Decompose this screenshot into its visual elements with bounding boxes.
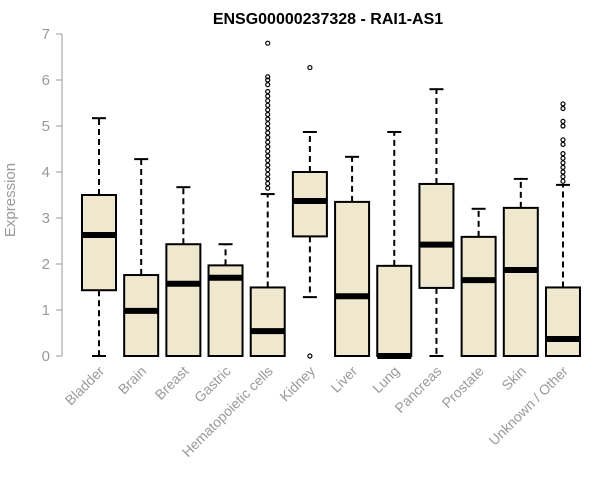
y-axis: 0 1 2 3 4 5 6 7 — [42, 26, 63, 365]
outlier-point — [265, 134, 271, 141]
outlier-point — [265, 121, 271, 127]
y-tick-label: 0 — [42, 348, 50, 365]
box-group — [418, 88, 455, 357]
outlier-point — [265, 180, 271, 187]
box-iqr — [376, 264, 413, 357]
box-group — [334, 155, 371, 357]
box-iqr — [334, 200, 371, 357]
box-group — [207, 243, 244, 358]
outlier-point — [265, 157, 271, 164]
box-group — [460, 207, 497, 357]
box-group — [544, 101, 581, 357]
box-iqr — [249, 286, 286, 357]
box-iqr — [81, 194, 117, 292]
box-group — [249, 40, 286, 357]
outlier-point — [265, 139, 271, 145]
outlier-point — [265, 153, 271, 159]
outlier-point — [265, 185, 271, 191]
box-group — [165, 186, 202, 357]
outlier-point — [560, 105, 566, 112]
outlier-point — [560, 118, 566, 125]
outlier-point — [265, 77, 271, 83]
outlier-point — [560, 178, 566, 184]
x-category-label: Liver — [327, 363, 360, 396]
x-category-label: Skin — [498, 363, 529, 394]
box-group — [502, 177, 539, 357]
y-tick-label: 4 — [42, 164, 50, 181]
y-tick-label: 3 — [42, 210, 50, 227]
x-category-label: Lung — [369, 363, 402, 396]
outlier-point — [265, 130, 271, 136]
outlier-point — [265, 98, 271, 104]
x-category-label: Breast — [152, 363, 192, 403]
outlier-point — [307, 353, 313, 359]
outlier-point — [265, 144, 271, 150]
outlier-point — [265, 111, 271, 118]
box-group — [123, 158, 160, 358]
box-iqr — [418, 182, 455, 289]
box-iqr — [460, 235, 497, 357]
outlier-point — [560, 151, 566, 157]
x-category-label: Prostate — [439, 363, 487, 411]
outlier-point — [265, 167, 271, 173]
outlier-point — [265, 40, 271, 46]
outlier-point — [265, 93, 271, 99]
outlier-point — [265, 116, 271, 122]
x-category-label: Bladder — [62, 363, 108, 409]
x-category-label: Kidney — [276, 363, 318, 405]
outlier-point — [265, 88, 271, 95]
outlier-point — [265, 81, 271, 88]
y-tick-label: 7 — [42, 26, 50, 43]
outlier-point — [560, 174, 566, 180]
y-tick-label: 2 — [42, 256, 50, 273]
outlier-point — [560, 123, 566, 129]
x-category-label: Unknown / Other — [485, 363, 571, 449]
outlier-point — [560, 137, 566, 143]
outlier-point — [307, 64, 313, 71]
box-series — [81, 40, 581, 359]
outlier-point — [265, 148, 271, 154]
box-iqr — [544, 286, 581, 357]
box-group — [376, 130, 413, 359]
outlier-point — [560, 164, 566, 170]
y-axis-label: Expression — [2, 163, 19, 237]
outlier-point — [265, 162, 271, 168]
outlier-point — [265, 102, 271, 108]
y-tick-label: 6 — [42, 72, 50, 89]
outlier-point — [560, 169, 566, 175]
x-category-label: Brain — [115, 363, 149, 397]
outlier-point — [265, 125, 271, 131]
box-iqr — [123, 274, 160, 358]
y-tick-label: 1 — [42, 302, 50, 319]
outlier-point — [265, 176, 271, 182]
outlier-point — [560, 155, 566, 161]
box-iqr — [291, 171, 328, 238]
outlier-point — [560, 160, 566, 166]
box-group — [291, 64, 328, 359]
box-iqr — [165, 243, 202, 357]
box-group — [81, 117, 117, 357]
box-iqr — [502, 206, 539, 357]
chart-title: ENSG00000237328 - RAI1-AS1 — [213, 11, 443, 28]
outlier-point — [265, 171, 271, 177]
outlier-point — [265, 107, 271, 113]
outlier-point — [560, 101, 566, 107]
outlier-point — [560, 141, 566, 147]
y-tick-label: 5 — [42, 118, 50, 135]
x-category-label: Pancreas — [391, 363, 444, 416]
outlier-point — [265, 74, 271, 80]
